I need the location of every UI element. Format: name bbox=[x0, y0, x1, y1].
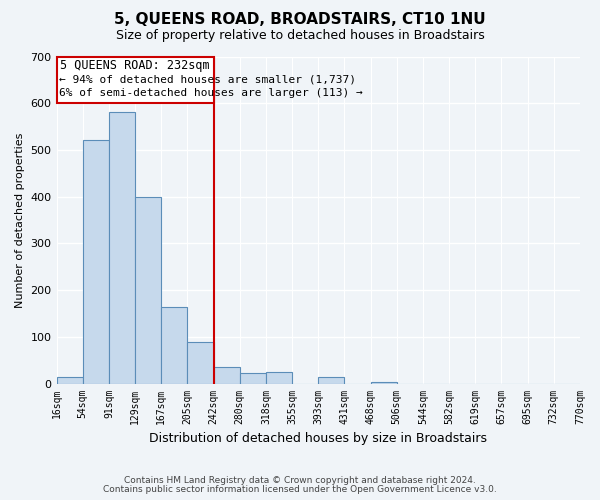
FancyBboxPatch shape bbox=[56, 56, 214, 103]
Bar bbox=[318, 378, 344, 384]
Text: ← 94% of detached houses are smaller (1,737): ← 94% of detached houses are smaller (1,… bbox=[59, 74, 356, 85]
Y-axis label: Number of detached properties: Number of detached properties bbox=[15, 132, 25, 308]
Bar bbox=[214, 367, 240, 384]
Bar bbox=[135, 196, 161, 384]
Bar bbox=[371, 382, 397, 384]
Text: 6% of semi-detached houses are larger (113) →: 6% of semi-detached houses are larger (1… bbox=[59, 88, 363, 99]
Bar bbox=[240, 374, 266, 384]
Text: Size of property relative to detached houses in Broadstairs: Size of property relative to detached ho… bbox=[116, 29, 484, 42]
Bar bbox=[83, 140, 109, 384]
Text: 5, QUEENS ROAD, BROADSTAIRS, CT10 1NU: 5, QUEENS ROAD, BROADSTAIRS, CT10 1NU bbox=[114, 12, 486, 28]
Bar bbox=[266, 372, 292, 384]
X-axis label: Distribution of detached houses by size in Broadstairs: Distribution of detached houses by size … bbox=[149, 432, 487, 445]
Text: 5 QUEENS ROAD: 232sqm: 5 QUEENS ROAD: 232sqm bbox=[60, 59, 210, 72]
Bar bbox=[109, 112, 135, 384]
Text: Contains public sector information licensed under the Open Government Licence v3: Contains public sector information licen… bbox=[103, 484, 497, 494]
Bar bbox=[161, 308, 187, 384]
Text: Contains HM Land Registry data © Crown copyright and database right 2024.: Contains HM Land Registry data © Crown c… bbox=[124, 476, 476, 485]
Bar bbox=[187, 342, 214, 384]
Bar bbox=[56, 378, 83, 384]
